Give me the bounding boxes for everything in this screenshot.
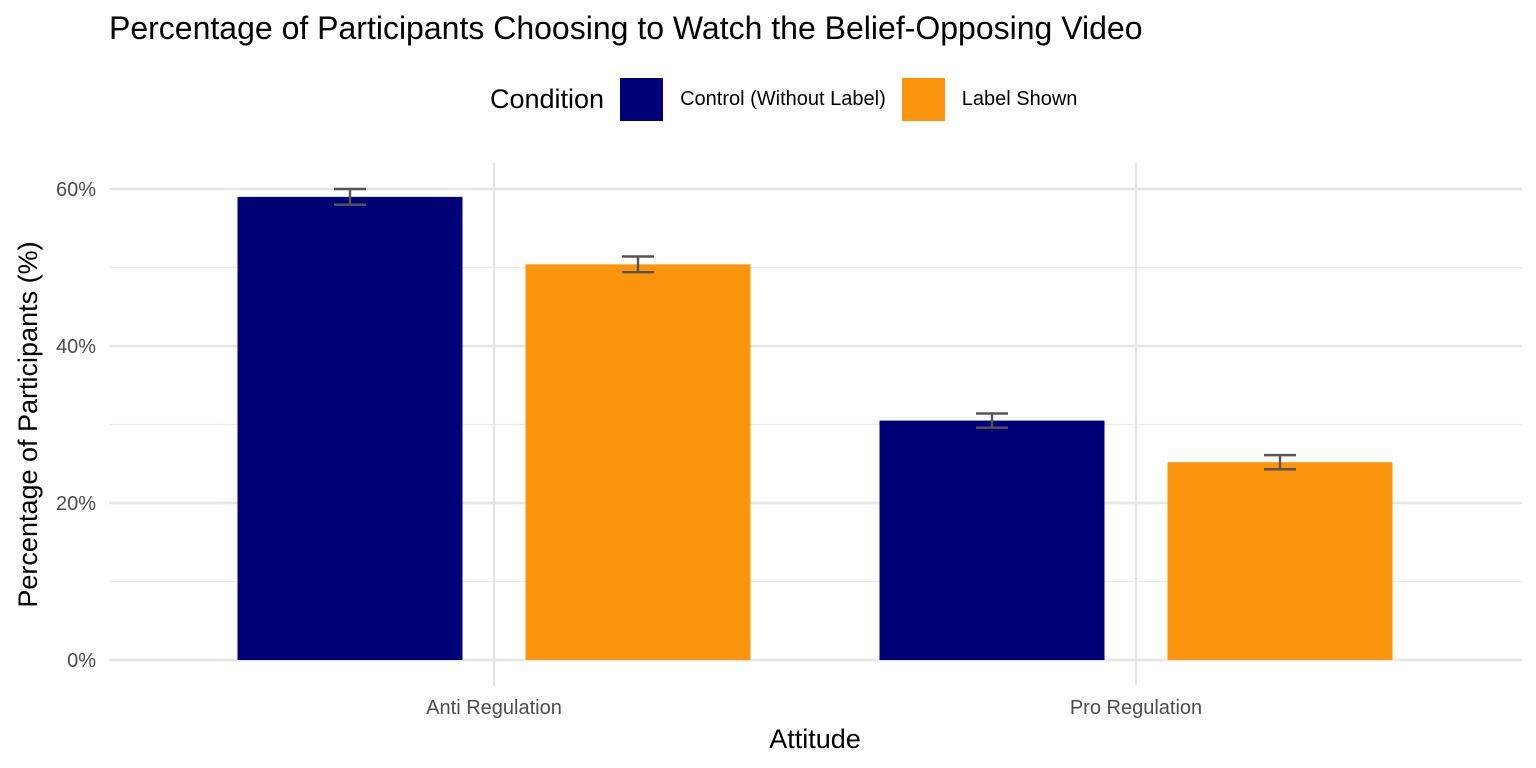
legend: Condition Control (Without Label) Label … xyxy=(490,78,1093,121)
x-tick-label: Pro Regulation xyxy=(1070,697,1202,719)
bar xyxy=(237,196,463,660)
legend-swatch-control xyxy=(620,78,664,121)
legend-label-label-shown: Label Shown xyxy=(961,88,1078,110)
y-tick-label: 60% xyxy=(56,179,96,201)
bar xyxy=(1167,462,1393,660)
bar xyxy=(525,264,751,660)
legend-item-label-shown: Label Shown xyxy=(901,78,1078,121)
y-tick-label: 20% xyxy=(56,493,96,515)
y-tick-label: 40% xyxy=(56,336,96,358)
legend-title: Condition xyxy=(490,84,605,114)
legend-swatch-label-shown xyxy=(901,78,945,121)
legend-label-control: Control (Without Label) xyxy=(680,88,886,110)
y-tick-label: 0% xyxy=(67,650,96,672)
chart-title: Percentage of Participants Choosing to W… xyxy=(109,10,1143,46)
y-axis-title: Percentage of Participants (%) xyxy=(13,241,43,607)
bar xyxy=(879,420,1105,660)
x-tick-label: Anti Regulation xyxy=(426,697,562,719)
x-axis-title: Attitude xyxy=(769,724,861,754)
legend-item-control: Control (Without Label) xyxy=(620,78,886,121)
